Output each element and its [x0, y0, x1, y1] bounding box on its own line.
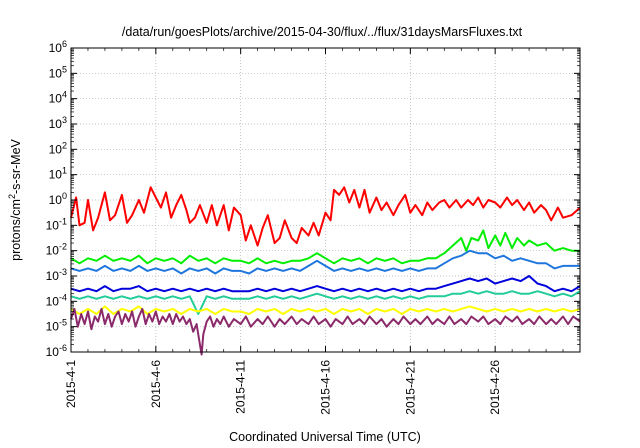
y-axis-label-sup: 2 [7, 194, 17, 199]
series-group [70, 186, 581, 356]
y-tick-label: 10-6 [46, 343, 67, 359]
y-axis: 10-6 10-5 10-4 10-3 10-2 10-1 100 101 102 103 104 1… [46, 39, 580, 359]
series-line-2 [70, 229, 580, 265]
x-axis: 2015-4-1 2015-4-6 2015-4-11 2015-4-16 2015-4… [64, 48, 581, 415]
y-tick-label: 104 [49, 90, 67, 106]
y-tick-label: 105 [49, 64, 67, 80]
y-tick-label: 106 [49, 39, 67, 55]
series-line-1 [70, 186, 581, 247]
y-tick-label: 100 [49, 191, 67, 207]
y-tick-label: 103 [49, 115, 67, 131]
series-line-5 [70, 290, 581, 315]
x-tick-label: 2015-4-1 [64, 360, 78, 408]
y-tick-label: 10-2 [46, 242, 67, 258]
y-tick-label: 102 [49, 140, 67, 156]
x-tick-label: 2015-4-16 [319, 360, 333, 415]
y-tick-label: 10-1 [46, 216, 67, 232]
y-tick-label: 101 [49, 166, 67, 182]
series-line-7 [70, 307, 581, 356]
chart-title: /data/run/goesPlots/archive/2015-04-30/f… [122, 25, 523, 39]
y-axis-label-post: -s-sr-MeV [9, 138, 23, 194]
x-tick-label: 2015-4-11 [234, 360, 248, 414]
series-line-3 [70, 249, 580, 275]
y-axis-label-pre: protons/cm [9, 199, 23, 261]
x-tick-label: 2015-4-6 [149, 360, 163, 408]
y-tick-label: 10-5 [46, 318, 67, 334]
y-axis-label: protons/cm2-s-sr-MeV [7, 138, 23, 260]
series-line-6 [70, 305, 581, 315]
y-tick-label: 10-3 [46, 267, 67, 283]
x-tick-label: 2015-4-21 [403, 360, 417, 415]
y-tick-label: 10-4 [46, 292, 67, 308]
series-line-4 [70, 275, 581, 293]
x-tick-label: 2015-4-26 [488, 360, 502, 415]
x-axis-label: Coordinated Universal Time (UTC) [229, 430, 421, 444]
